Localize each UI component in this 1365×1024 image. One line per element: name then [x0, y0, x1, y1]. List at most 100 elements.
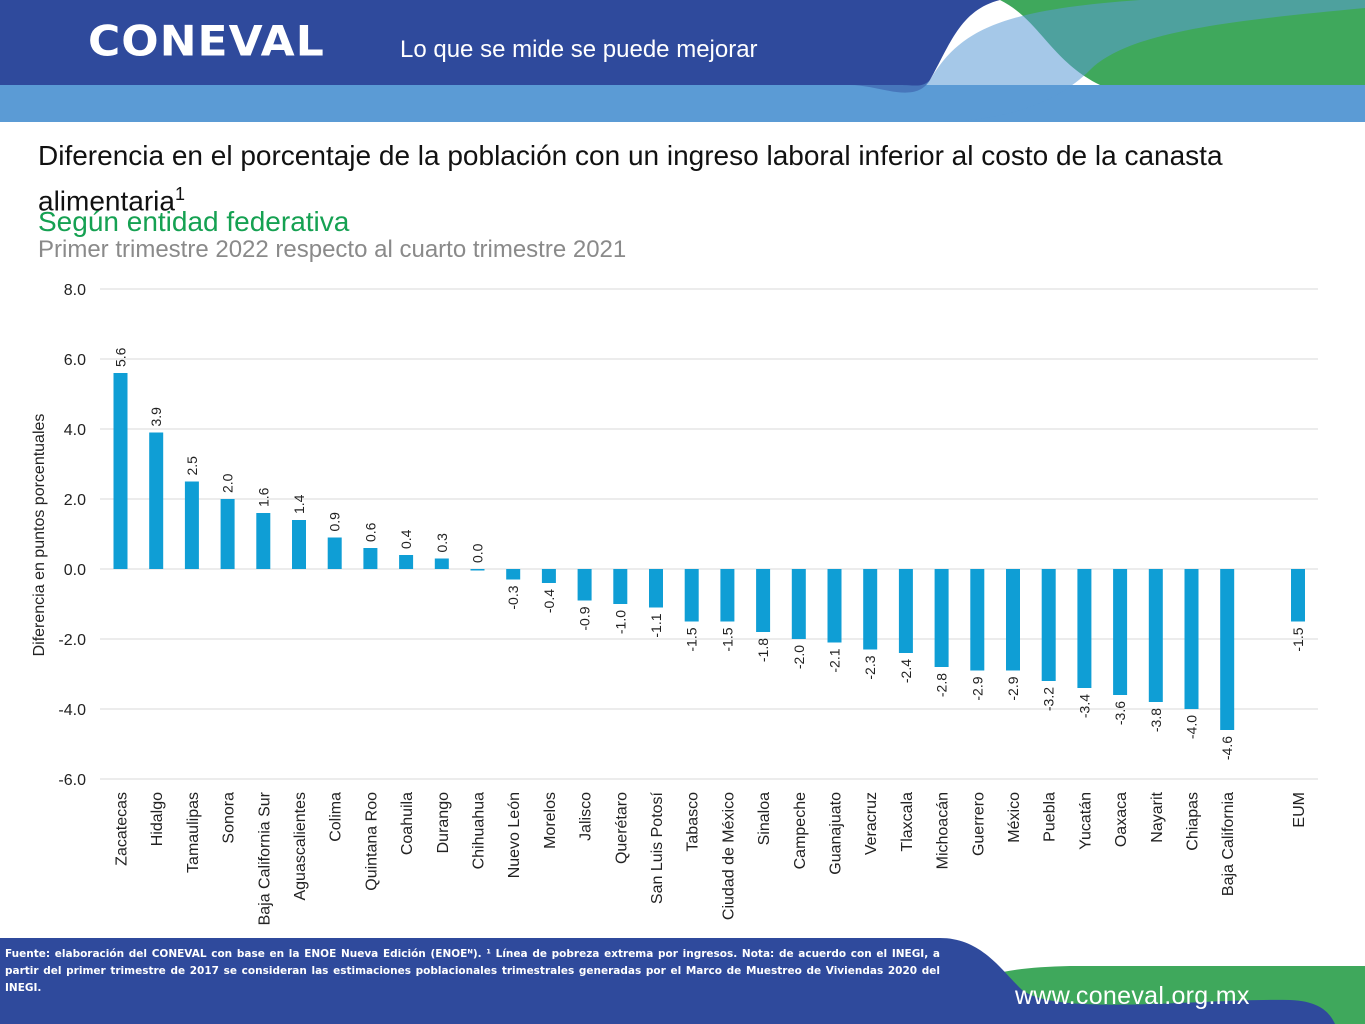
category-label: Chihuahua	[471, 792, 488, 870]
y-tick-label: -2.0	[58, 632, 86, 649]
bar	[292, 520, 306, 569]
data-label: -1.5	[1290, 627, 1306, 651]
bar	[506, 569, 521, 580]
website-link[interactable]: www.coneval.org.mx	[1015, 982, 1250, 1010]
data-label: -1.5	[684, 627, 700, 651]
y-tick-label: 8.0	[64, 282, 86, 299]
bar	[577, 569, 592, 601]
category-label: Tlaxcala	[899, 792, 916, 852]
bar	[363, 548, 378, 569]
bar	[113, 373, 128, 569]
category-label: Zacatecas	[114, 792, 131, 866]
bar	[149, 432, 164, 569]
chart-title-text: Diferencia en el porcentaje de la poblac…	[38, 140, 1223, 217]
bar	[220, 499, 235, 569]
data-label: -3.6	[1112, 701, 1128, 725]
bar	[684, 569, 699, 622]
bar	[1041, 569, 1056, 681]
y-axis-label: Diferencia en puntos porcentuales	[31, 414, 48, 657]
data-label: -3.4	[1076, 694, 1092, 718]
category-label: Baja California Sur	[256, 791, 273, 925]
bar	[791, 569, 806, 639]
source-footnote: Fuente: elaboración del CONEVAL con base…	[5, 948, 940, 994]
category-label: Tabasco	[685, 792, 702, 852]
y-tick-label: -4.0	[58, 702, 86, 719]
data-label: -2.3	[862, 655, 878, 679]
bar	[934, 569, 949, 667]
category-label: Aguascalientes	[292, 792, 309, 901]
data-label: -3.2	[1041, 687, 1057, 711]
header-navy-band	[0, 0, 1000, 93]
bar	[649, 569, 663, 608]
data-label: -0.4	[541, 589, 557, 613]
category-label: Guanajuato	[828, 792, 845, 875]
data-label: -2.0	[791, 645, 807, 669]
data-label: -4.0	[1184, 715, 1200, 739]
data-label: -0.9	[577, 606, 593, 630]
data-label: 1.4	[291, 494, 307, 514]
y-tick-label: 0.0	[64, 562, 86, 579]
data-label: -2.9	[1005, 676, 1021, 700]
y-axis-ticks: 8.0 6.0 4.0 2.0 0.0 -2.0 -4.0 -6.0	[58, 282, 86, 789]
category-label: Ciudad de México	[720, 792, 737, 920]
header-tagline: Lo que se mide se puede mejorar	[400, 36, 758, 63]
bar	[1291, 569, 1305, 622]
data-label: -2.4	[898, 659, 914, 683]
bar	[470, 569, 485, 571]
data-label: 0.9	[327, 512, 343, 532]
bar-chart: 8.0 6.0 4.0 2.0 0.0 -2.0 -4.0 -6.0 Diferencia e…	[31, 282, 1318, 925]
data-label: 0.6	[362, 522, 378, 542]
category-label: Durango	[435, 792, 452, 853]
bar	[613, 569, 628, 604]
data-label: 5.6	[113, 347, 129, 367]
chart-period: Primer trimestre 2022 respecto al cuarto…	[38, 236, 627, 263]
coneval-logo: CONEVAL	[88, 17, 325, 66]
bar	[399, 555, 414, 569]
data-label: -1.5	[719, 627, 735, 651]
bar	[756, 569, 771, 632]
bar	[327, 537, 342, 569]
category-label: Sonora	[221, 792, 238, 844]
data-label: 3.9	[148, 407, 164, 427]
category-label: Oaxaca	[1113, 792, 1130, 847]
title-footnote-marker: 1	[174, 184, 185, 204]
category-label: Coahuila	[399, 792, 416, 855]
data-label: 1.6	[255, 487, 271, 507]
data-labels: 5.6 3.9 2.5 2.0 1.6 1.4 0.9 0.6 0.4 0.3 0.0 -0.3 -0.…	[113, 347, 1307, 760]
bar	[256, 513, 271, 569]
y-tick-label: 6.0	[64, 352, 86, 369]
category-label: Quintana Roo	[363, 792, 380, 891]
bar	[898, 569, 913, 653]
bar	[863, 569, 878, 650]
data-label: 2.0	[220, 473, 236, 493]
category-label: Baja California	[1220, 792, 1237, 896]
data-label: -1.1	[648, 613, 664, 637]
category-label: Michoacán	[935, 792, 952, 869]
category-label: EUM	[1291, 792, 1308, 828]
category-label: Hidalgo	[149, 792, 166, 846]
category-label: Sinaloa	[756, 792, 773, 845]
category-label: Nayarit	[1149, 791, 1166, 842]
category-label: Guerrero	[970, 792, 987, 856]
bar	[970, 569, 985, 671]
data-label: -2.8	[934, 673, 950, 697]
bar	[184, 481, 199, 569]
category-label: Colima	[328, 792, 345, 842]
category-label: Nuevo León	[506, 792, 523, 878]
chart-subtitle: Según entidad federativa	[38, 206, 350, 237]
bar	[1006, 569, 1020, 671]
bar	[827, 569, 842, 643]
header-banner	[0, 0, 1365, 125]
data-label: 2.5	[184, 456, 200, 476]
bar	[1113, 569, 1128, 695]
bar	[1220, 569, 1235, 730]
data-label: -1.0	[612, 610, 628, 634]
y-tick-label: 4.0	[64, 422, 86, 439]
data-label: -1.8	[755, 638, 771, 662]
category-label: Jalisco	[578, 792, 595, 841]
bar	[434, 558, 449, 569]
data-label: 0.4	[398, 529, 414, 549]
bar	[1077, 569, 1092, 688]
footer-navy-band	[0, 938, 1335, 1024]
data-label: -2.1	[827, 648, 843, 672]
